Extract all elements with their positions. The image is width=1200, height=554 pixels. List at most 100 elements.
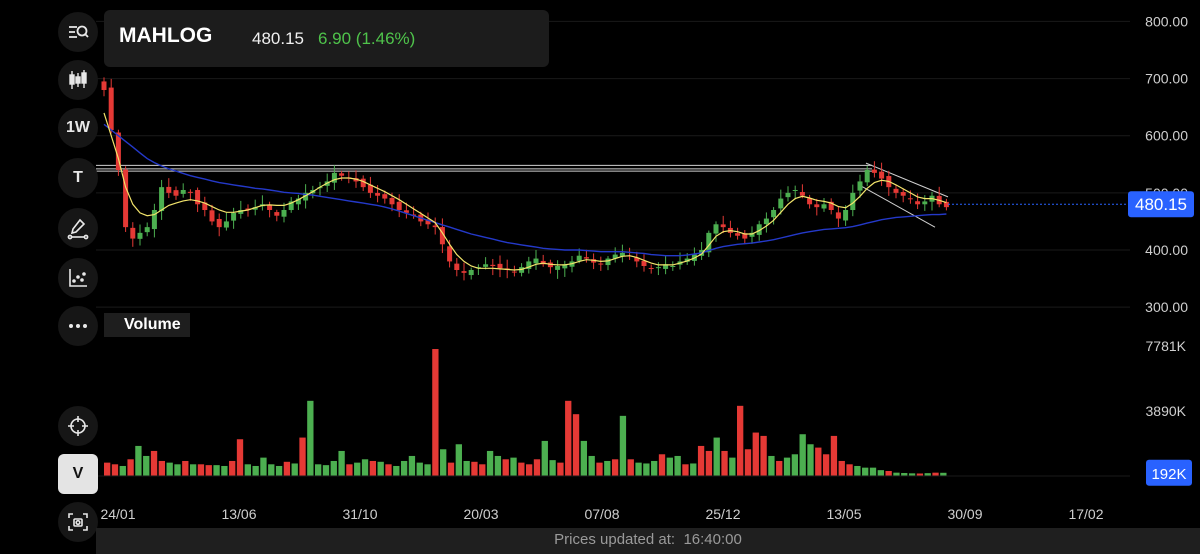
candle-body [814,204,820,208]
candle-body [857,181,863,191]
search-menu-icon[interactable] [58,12,98,52]
candle-body [756,224,762,235]
volume-bar [682,464,689,476]
candle-body [295,198,301,205]
candle-body [187,191,193,193]
price-grid [96,20,1130,308]
indicators-icon[interactable] [58,258,98,298]
candle-body [763,218,769,225]
volume-bar [463,460,470,476]
text-tool-button[interactable]: T [58,158,98,198]
candle-body [598,263,604,265]
candle-body [202,202,208,210]
volume-bar [533,459,541,476]
candle-body [785,192,791,198]
volume-bar [213,465,220,476]
volume-bar [455,444,462,476]
candle-body [281,210,287,217]
more-icon[interactable] [58,306,98,346]
volume-bar [807,444,814,476]
last-price: 480.15 [252,29,304,48]
volume-panel-title: Volume [104,313,190,337]
volume-bar [869,467,877,476]
candle-body [425,219,431,225]
volume-bar [408,455,416,476]
candle-body [807,198,813,205]
volume-bar [315,464,322,476]
candle-body [180,190,186,194]
volume-bar [760,435,767,476]
volume-bar [236,439,244,476]
moving-average-lines [103,112,947,271]
volume-bar [658,454,666,476]
candle-body [432,225,438,228]
status-footer: Prices updated at: 16:40:00 [96,528,1200,554]
candle-body [634,257,640,262]
volume-bar [369,460,377,476]
volume-bar [502,459,509,476]
candle-body [490,264,496,266]
trendlines[interactable] [96,162,949,228]
volume-bar [729,457,736,476]
volume-bar [221,465,228,476]
volume-bar [354,462,361,476]
screenshot-icon[interactable] [58,502,98,542]
volume-bar [127,459,134,476]
candle-body [706,232,712,253]
volume-bar [815,447,822,476]
candle-body [511,271,517,273]
crosshair-icon[interactable] [58,406,98,446]
candle-body [375,193,381,196]
volume-bar [189,464,197,476]
current-volume-text: 192K [1151,466,1186,483]
volume-bar [846,464,853,476]
candle-body [907,198,913,200]
candle-body [778,198,784,209]
volume-bar [111,464,119,476]
candle-body [483,264,489,267]
candle-body [533,258,539,264]
volume-bar [275,465,283,476]
volume-bar [291,463,298,476]
candle-body [166,186,172,193]
candle-body [663,264,669,269]
date-tick-label: 17/02 [1068,506,1103,522]
candle-body [835,212,841,219]
candle-body [403,210,409,213]
candle-body [360,178,366,188]
volume-bar [908,473,916,476]
volume-bar [471,461,478,476]
volume-bar [197,464,205,476]
candle-body [670,266,676,267]
volume-bar [862,467,869,476]
volume-bar [627,459,634,476]
candlestick-icon[interactable] [58,60,98,100]
volume-bar [143,455,150,476]
date-tick-label: 13/05 [826,506,861,522]
volume-bar [776,460,783,476]
candle-body [576,255,582,261]
candle-body [713,224,719,234]
candle-body [843,210,849,221]
prices-updated-label: Prices updated at: [554,531,676,548]
volume-series [104,349,947,476]
volume-bar [932,472,939,476]
candle-body [267,204,273,210]
interval-button[interactable]: 1W [58,108,98,148]
volume-bar [385,464,392,476]
candle-body [108,87,114,130]
volume-bar [565,400,572,476]
draw-tool-icon[interactable] [58,208,98,248]
candle-body [555,266,561,270]
volume-tick-label: 3890K [1146,403,1187,419]
volume-bar [619,415,627,476]
volume-bar [838,460,845,476]
prices-updated-time: 16:40:00 [683,531,742,548]
volume-toggle-button[interactable]: V [58,454,98,494]
volume-bar [924,473,931,476]
volume-bar [400,460,408,476]
volume-bar [338,450,345,476]
candle-body [101,81,107,90]
candle-body [151,210,157,230]
